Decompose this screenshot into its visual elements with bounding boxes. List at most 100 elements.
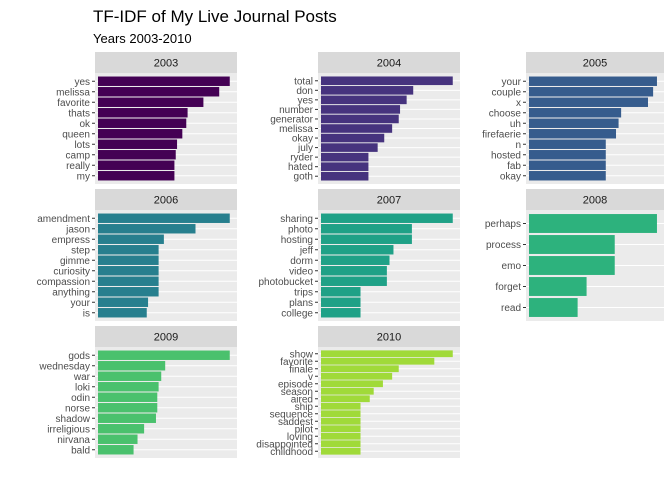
y-tick-label: jason	[65, 224, 90, 235]
bar	[98, 382, 159, 392]
bar	[529, 87, 654, 97]
y-tick-label: my	[77, 171, 90, 182]
y-tick-label: video	[289, 266, 313, 277]
y-tick-label: episode	[278, 379, 313, 390]
y-tick-label: generator	[270, 114, 313, 125]
bar	[321, 417, 361, 425]
bar	[98, 392, 158, 402]
bar	[321, 357, 435, 365]
y-tick-label: bald	[71, 445, 90, 456]
bar	[321, 297, 361, 307]
y-tick-label: okay	[500, 171, 521, 182]
bar	[98, 308, 147, 318]
y-tick-label: thats	[68, 108, 90, 119]
y-tick-label: curiosity	[53, 266, 90, 277]
bar	[98, 350, 230, 360]
bar	[321, 213, 453, 223]
facet-strip-label: 2010	[377, 332, 401, 344]
bar	[321, 425, 361, 433]
facet-strip-label: 2003	[154, 58, 178, 70]
bar	[321, 245, 394, 255]
y-tick-label: melissa	[56, 87, 90, 98]
y-tick-label: gods	[68, 351, 90, 362]
facet-panel: 2003 yesmelissafavoritethatsokqueenlotsca…	[56, 52, 237, 184]
bar	[98, 287, 159, 297]
y-tick-label: number	[279, 105, 314, 116]
facet-panel: 2009 godswednesdaywarlokiodinnorseshadowi…	[38, 326, 237, 458]
y-tick-label: firefaerie	[482, 129, 521, 140]
bar	[98, 160, 175, 170]
y-tick-label: pilot	[295, 424, 314, 435]
facet-strip-label: 2005	[583, 58, 607, 70]
bar	[98, 213, 230, 223]
y-tick-label: sequence	[270, 409, 314, 420]
bar	[98, 371, 162, 381]
bar	[98, 97, 204, 107]
bar	[321, 171, 369, 181]
y-tick-label: empress	[52, 235, 90, 246]
bar	[98, 297, 149, 307]
facet-strip-label: 2006	[154, 195, 178, 207]
bar	[321, 124, 393, 133]
bar	[98, 276, 159, 286]
facet-strip	[318, 189, 460, 210]
y-tick-label: yes	[297, 95, 313, 106]
bar	[98, 245, 159, 255]
bar	[321, 234, 412, 244]
bar	[98, 266, 159, 276]
bar	[321, 387, 374, 395]
y-tick-label: aired	[291, 394, 313, 405]
y-tick-label: photobucket	[259, 277, 314, 288]
facet-strip	[526, 52, 664, 73]
bar	[98, 445, 134, 455]
y-tick-label: yes	[74, 77, 90, 88]
y-tick-label: favorite	[280, 357, 313, 368]
bar	[321, 76, 453, 86]
y-tick-label: goth	[294, 172, 313, 183]
bar	[321, 105, 401, 114]
y-tick-label: ok	[79, 119, 91, 130]
y-tick-label: show	[290, 349, 314, 360]
facet-strip-label: 2009	[154, 332, 178, 344]
bar	[529, 214, 657, 233]
y-tick-label: lots	[74, 140, 90, 151]
bar	[321, 410, 361, 418]
y-tick-label: favorite	[57, 98, 90, 109]
bar	[321, 86, 414, 95]
bar	[98, 413, 156, 423]
y-tick-label: norse	[65, 403, 90, 414]
bar	[98, 118, 187, 128]
bar	[529, 76, 657, 86]
facet-panel: 2007 sharingphotohostingjeffdormvideophot…	[259, 189, 460, 321]
bar	[529, 298, 578, 317]
bar	[98, 129, 183, 139]
bar	[321, 266, 387, 276]
bar	[529, 139, 606, 149]
bar	[321, 224, 412, 234]
y-tick-label: your	[502, 77, 522, 88]
y-tick-label: hosting	[281, 235, 313, 246]
y-tick-label: hated	[288, 162, 313, 173]
facet-strip	[95, 326, 237, 347]
y-tick-label: v	[308, 372, 313, 383]
bar	[321, 287, 361, 297]
bar	[529, 108, 622, 118]
y-tick-label: don	[296, 86, 313, 97]
bar	[321, 114, 399, 124]
bar	[321, 95, 407, 105]
y-tick-label: hosted	[491, 150, 521, 161]
bar	[98, 139, 178, 149]
bar	[321, 162, 369, 171]
bar	[529, 256, 615, 275]
bar	[98, 403, 158, 413]
bar	[98, 108, 188, 118]
facet-panel: 2008 perhaps process emo forget read	[485, 189, 664, 321]
bar	[98, 361, 166, 371]
bar	[529, 235, 615, 254]
facet-strip-label: 2004	[377, 58, 401, 70]
y-tick-label: irreligious	[47, 424, 90, 435]
facet-strip	[526, 189, 664, 210]
y-tick-label: fab	[507, 161, 521, 172]
bar	[529, 97, 649, 107]
